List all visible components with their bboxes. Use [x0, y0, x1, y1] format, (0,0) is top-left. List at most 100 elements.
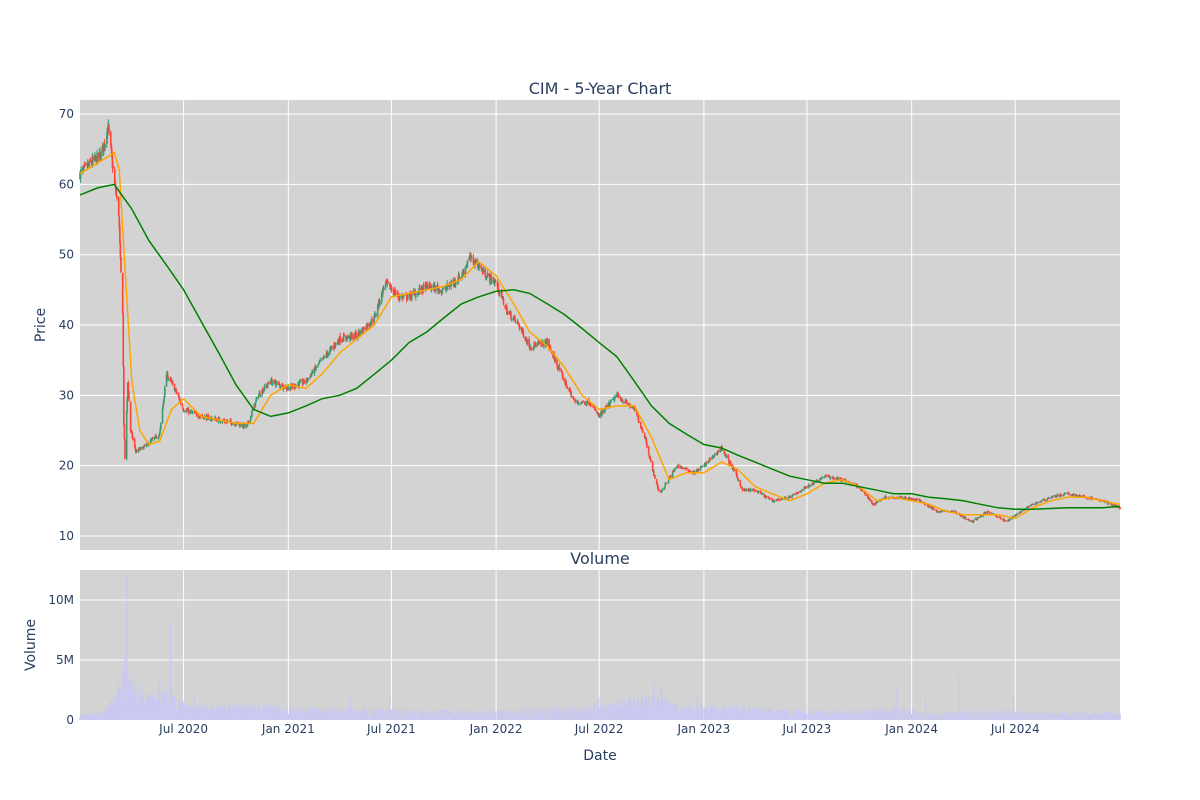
volume-bar	[536, 708, 539, 720]
volume-bar	[164, 701, 166, 720]
volume-bar	[1080, 713, 1082, 720]
candle-down	[429, 283, 432, 289]
volume-bar	[745, 713, 748, 720]
candle-down	[967, 518, 970, 521]
volume-bar	[351, 710, 353, 720]
volume-bar	[343, 712, 345, 720]
volume-bar	[132, 677, 134, 720]
candle-up	[168, 377, 170, 382]
candle-down	[123, 423, 126, 441]
candle-up	[737, 479, 740, 482]
volume-bar	[864, 709, 866, 720]
volume-bar	[873, 713, 875, 720]
candle-down	[175, 391, 178, 395]
volume-bar	[514, 713, 517, 720]
volume-bar	[992, 715, 995, 720]
candle-down	[111, 152, 114, 173]
candle-up	[809, 484, 812, 487]
volume-bar	[148, 694, 150, 720]
volume-bar	[1102, 711, 1105, 720]
volume-bar	[423, 711, 425, 720]
volume-x-tick-labels: Jul 2020 Jan 2021 Jul 2021 Jan 2022 Jul 2022…	[158, 722, 1040, 736]
candle-down	[391, 286, 393, 292]
candle-up	[106, 127, 109, 144]
candle-up	[323, 354, 326, 358]
candle-down	[598, 412, 600, 419]
candle-down	[565, 384, 568, 387]
volume-bar	[470, 713, 473, 720]
candle-down	[127, 380, 130, 391]
candle-up	[259, 395, 262, 398]
candle-down	[682, 466, 684, 470]
volume-bar	[958, 675, 961, 720]
volume-bar	[534, 708, 537, 720]
candle-up	[761, 492, 764, 495]
candle-down	[741, 487, 744, 492]
volume-bar	[589, 704, 591, 720]
volume-bar	[530, 709, 533, 720]
candle-down	[753, 488, 756, 493]
x-axis-title: Date	[583, 748, 616, 764]
volume-bar	[251, 705, 254, 720]
volume-bar	[809, 714, 812, 720]
volume-y-tick-labels: 0 5M 10M	[48, 593, 74, 727]
volume-bar	[606, 711, 608, 720]
volume-bar	[447, 711, 449, 720]
candle-up	[450, 279, 452, 291]
candle-down	[144, 443, 146, 447]
candle-up	[634, 408, 636, 412]
volume-bar	[853, 715, 855, 720]
volume-bar	[84, 714, 86, 720]
candle-down	[331, 345, 333, 350]
candle-down	[590, 404, 592, 407]
volume-bar	[779, 709, 781, 720]
price-panel: 10 20 30 40 50 60 70 CIM - 5-Year Chart Price	[33, 79, 1121, 550]
volume-bar	[638, 702, 640, 720]
volume-bar	[578, 710, 580, 720]
candle-up	[275, 380, 278, 388]
candle-up	[1062, 494, 1065, 497]
candle-up	[1000, 518, 1003, 520]
volume-bar	[342, 708, 344, 720]
volume-bar	[403, 714, 405, 720]
candle-up	[263, 383, 266, 392]
candle-up	[728, 460, 731, 465]
volume-bar	[375, 707, 377, 720]
volume-bar	[721, 705, 724, 720]
volume-bar	[385, 708, 387, 720]
candle-down	[709, 457, 712, 461]
volume-bar	[411, 710, 413, 720]
candle-down	[421, 285, 423, 294]
volume-bar	[359, 712, 361, 720]
volume-bar	[773, 711, 776, 720]
candle-down	[177, 392, 180, 398]
volume-bar	[227, 703, 230, 720]
candle-up	[309, 373, 312, 379]
volume-bar	[885, 712, 887, 720]
candle-down	[259, 390, 261, 397]
volume-bar	[598, 708, 600, 720]
volume-bar	[900, 707, 903, 720]
volume-bar	[729, 706, 732, 720]
volume-bar	[976, 714, 979, 720]
price-y-tick-label: 70	[59, 107, 74, 121]
volume-bar	[1100, 714, 1102, 720]
candle-down	[562, 376, 565, 381]
volume-bar	[488, 710, 490, 720]
volume-plot-area	[80, 570, 1120, 720]
candle-down	[534, 341, 537, 348]
candle-down	[744, 488, 746, 492]
candle-down	[363, 326, 365, 331]
candle-down	[136, 449, 138, 453]
volume-bar	[371, 710, 373, 720]
volume-bar	[287, 714, 290, 720]
volume-bar	[152, 695, 154, 720]
candle-up	[140, 446, 142, 451]
volume-bar	[176, 709, 178, 720]
volume-bar	[1028, 711, 1031, 720]
x-tick-label: Jul 2022	[574, 722, 624, 736]
price-gridlines	[80, 100, 1120, 550]
volume-bar	[1119, 713, 1121, 720]
volume-bar	[821, 711, 823, 720]
volume-bar	[725, 712, 728, 720]
